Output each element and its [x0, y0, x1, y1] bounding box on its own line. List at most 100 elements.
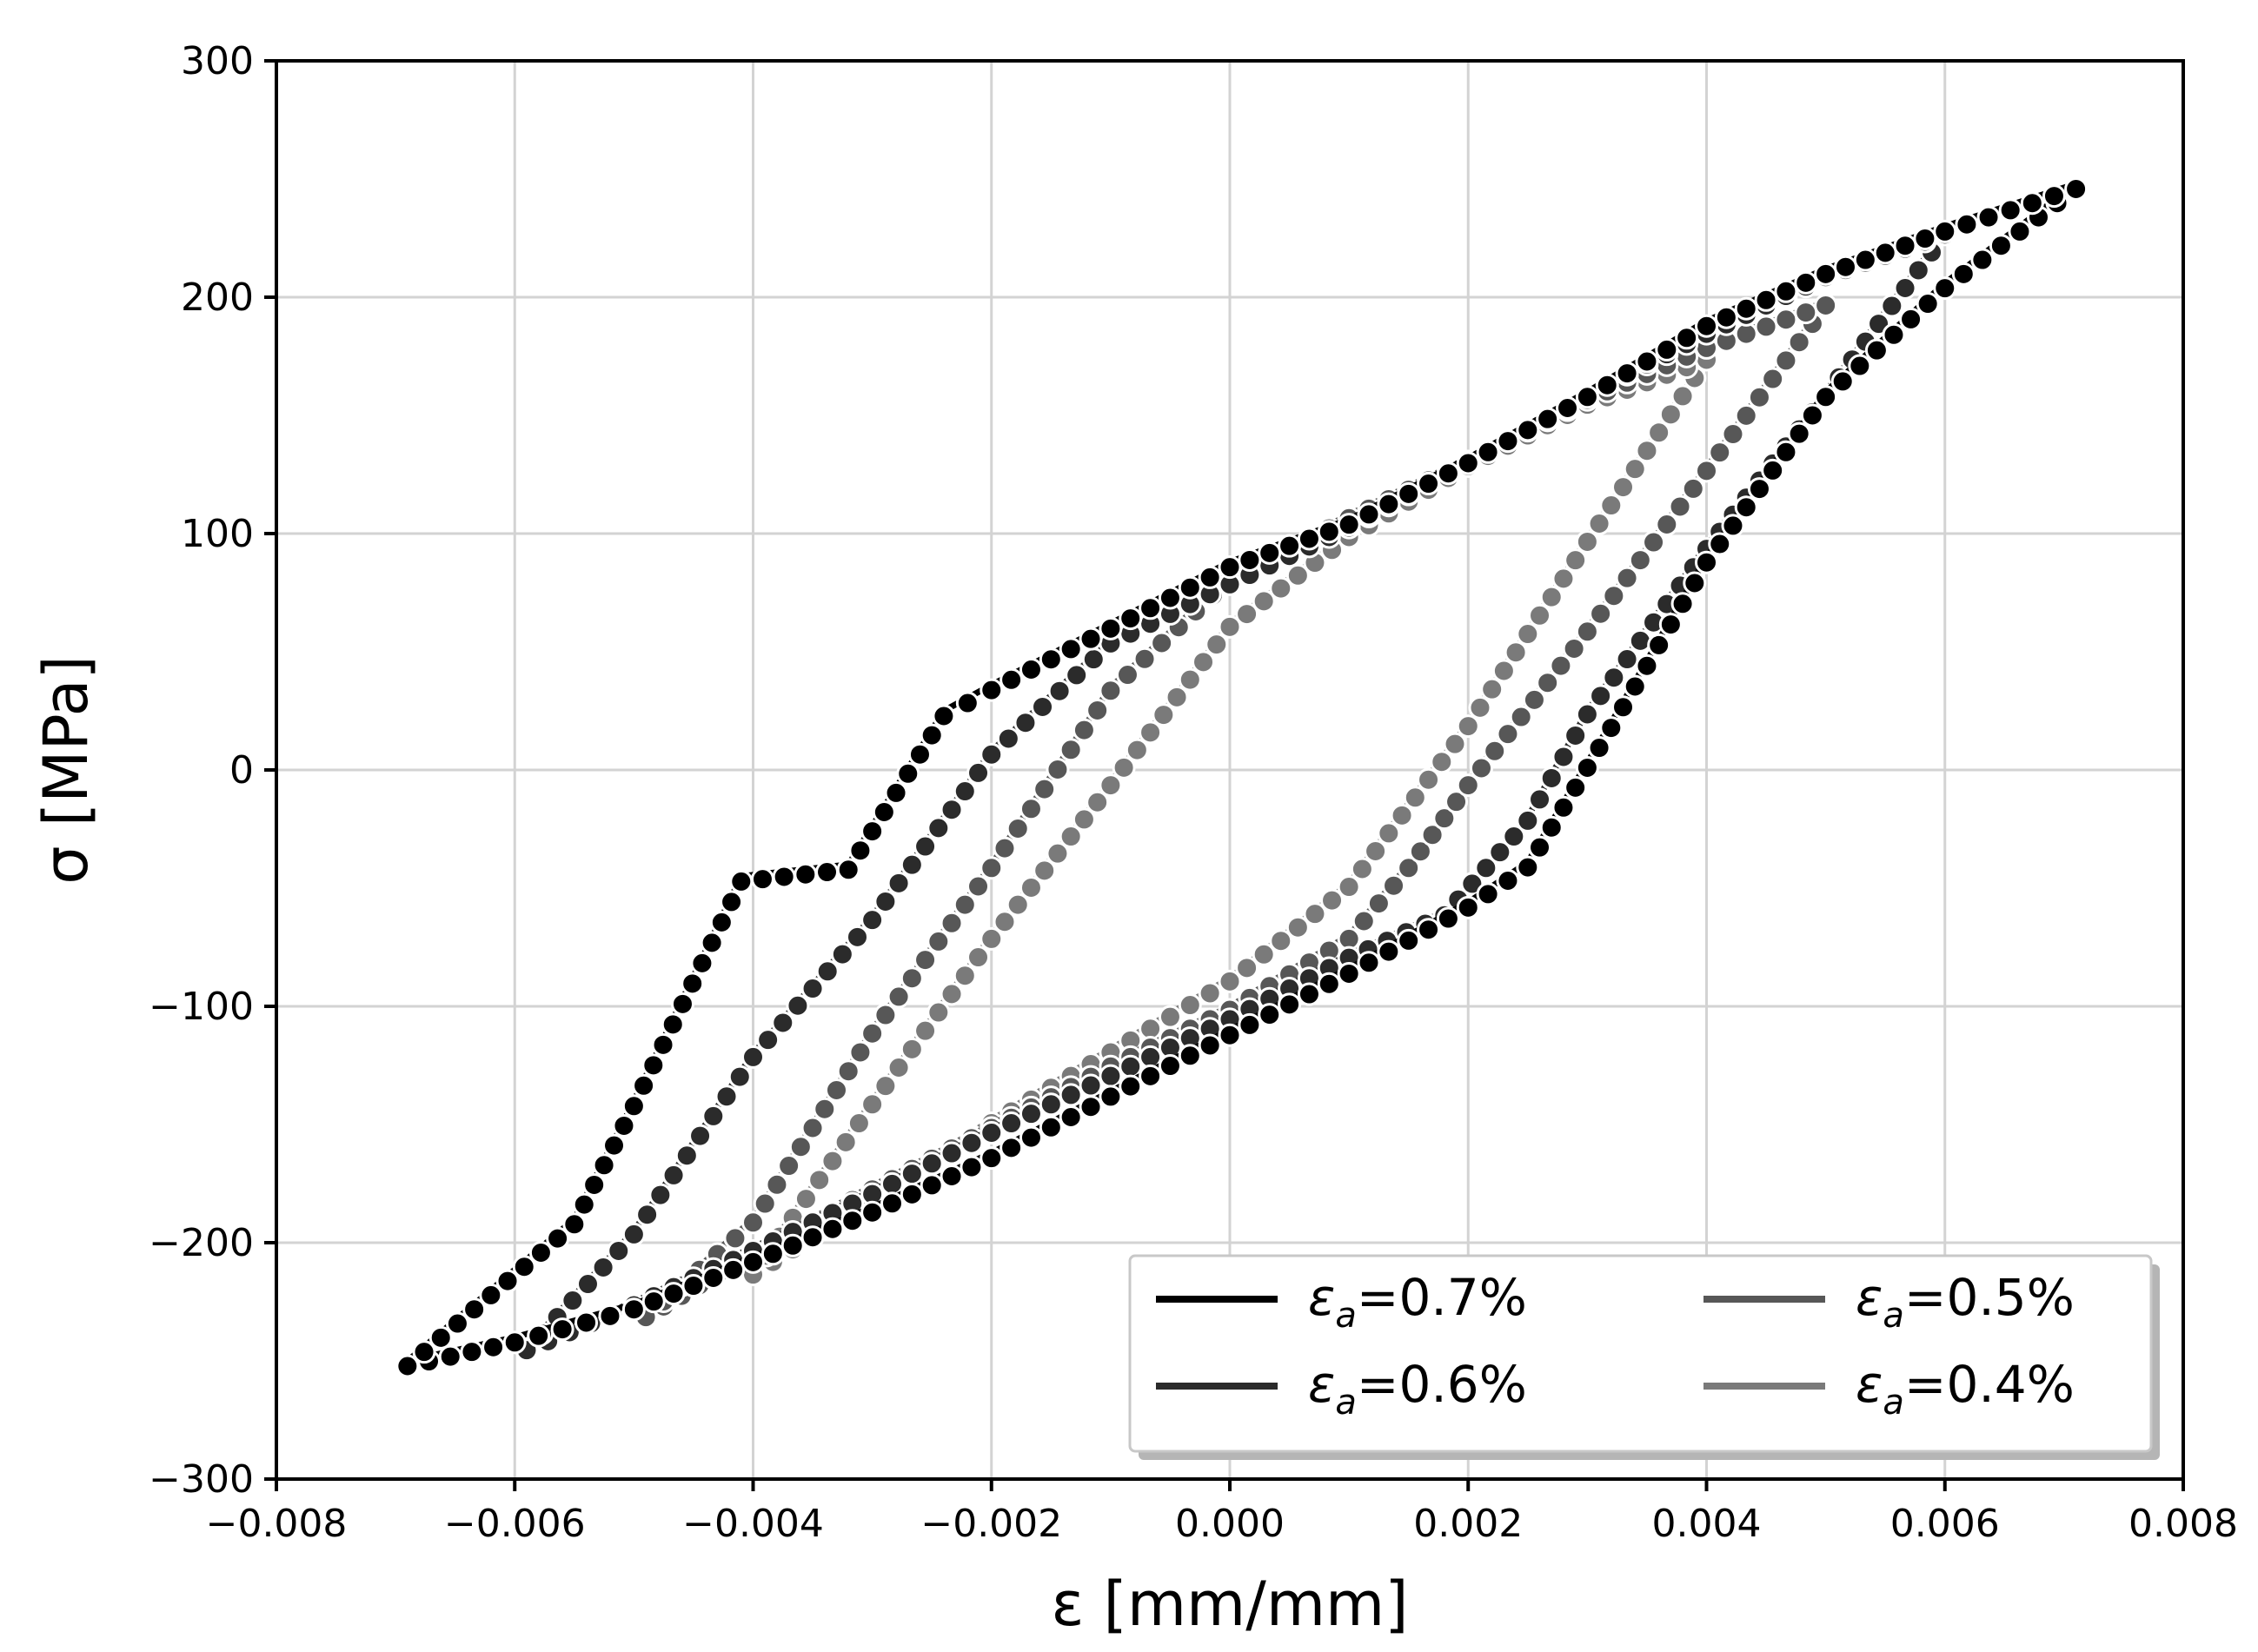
- series-marker: [884, 780, 908, 805]
- series-marker: [1079, 1095, 1103, 1119]
- series-marker: [1536, 407, 1560, 431]
- series-marker: [1444, 790, 1469, 814]
- series-marker: [612, 1113, 636, 1138]
- series-marker: [1258, 541, 1282, 565]
- series-marker: [1474, 856, 1498, 880]
- series-marker: [820, 1217, 845, 1241]
- series-marker: [1019, 1102, 1043, 1126]
- series-marker: [1019, 797, 1043, 821]
- series-marker: [1774, 308, 1798, 332]
- series-marker: [1072, 718, 1096, 742]
- series-marker: [1623, 457, 1647, 481]
- series-marker: [860, 819, 885, 844]
- series-marker: [1443, 732, 1467, 756]
- series-marker: [900, 966, 924, 991]
- series-marker: [1235, 602, 1259, 627]
- series-marker: [1516, 622, 1540, 647]
- series-marker: [621, 1094, 646, 1118]
- series-marker: [887, 1055, 911, 1079]
- series-marker: [438, 1344, 462, 1369]
- series-marker: [561, 1289, 585, 1313]
- series-marker: [1761, 458, 1785, 482]
- series-marker: [794, 1187, 818, 1211]
- series-marker: [574, 1310, 599, 1335]
- series-marker: [1683, 571, 1707, 595]
- legend-entry: εa=0.4%: [1703, 1355, 2075, 1423]
- series-marker: [800, 1116, 825, 1140]
- series-marker: [1218, 1023, 1242, 1047]
- series-marker: [1178, 667, 1202, 692]
- series-marker: [1556, 395, 1580, 420]
- series-marker: [1218, 614, 1242, 639]
- series-marker: [1539, 766, 1564, 790]
- series-marker: [1491, 659, 1516, 683]
- series-marker: [1670, 592, 1695, 616]
- series-marker: [1655, 337, 1679, 362]
- series-marker: [788, 1135, 813, 1159]
- series-marker: [999, 667, 1024, 692]
- series-marker: [1125, 738, 1149, 762]
- series-marker: [1539, 815, 1564, 839]
- series-marker: [1933, 219, 1957, 243]
- series-marker: [940, 982, 964, 1006]
- series-marker: [873, 1074, 898, 1098]
- series-marker: [1285, 563, 1310, 587]
- series-marker: [1754, 288, 1778, 312]
- series-marker: [1377, 492, 1401, 516]
- series-marker: [1714, 305, 1738, 329]
- series-marker: [681, 1274, 706, 1298]
- series-marker: [1549, 654, 1573, 678]
- series-marker: [1615, 566, 1639, 590]
- series-marker: [1814, 293, 1838, 317]
- series-marker: [1238, 1012, 1262, 1037]
- series-marker: [1539, 585, 1564, 609]
- y-tick-label: 0: [229, 748, 254, 793]
- series-marker: [1198, 565, 1222, 589]
- series-marker: [1913, 227, 1937, 251]
- series-marker: [635, 1203, 660, 1227]
- series-marker: [1496, 868, 1520, 892]
- series-marker: [980, 678, 1004, 702]
- y-axis-ticks: −300 −200 −100 0 100 200 300: [149, 39, 276, 1502]
- series-marker: [607, 1238, 631, 1263]
- series-marker: [1158, 586, 1182, 610]
- series-marker: [1152, 703, 1176, 727]
- series-marker: [1432, 806, 1457, 831]
- series-marker: [1364, 839, 1388, 863]
- series-marker: [481, 1335, 506, 1359]
- legend-label: εa=0.4%: [1856, 1355, 2075, 1423]
- series-marker: [833, 1130, 858, 1154]
- series-marker: [1483, 739, 1507, 763]
- series-marker: [1132, 647, 1157, 671]
- series-marker: [1382, 873, 1406, 898]
- series-marker: [1086, 698, 1110, 722]
- series-marker: [1297, 982, 1321, 1006]
- series-marker: [1039, 1115, 1063, 1139]
- series-marker: [1880, 294, 1904, 318]
- series-marker: [980, 1146, 1004, 1171]
- series-marker: [966, 874, 991, 899]
- series-marker: [1516, 808, 1540, 833]
- series-marker: [528, 1240, 553, 1264]
- series-marker: [1046, 757, 1070, 781]
- series-marker: [860, 1200, 885, 1224]
- series-marker: [845, 925, 869, 949]
- series-marker: [1814, 385, 1838, 409]
- series-marker: [840, 1209, 865, 1233]
- series-marker: [1112, 755, 1136, 780]
- series-marker: [836, 858, 860, 882]
- series-marker: [765, 1172, 789, 1197]
- series-marker: [1882, 322, 1906, 347]
- series-marker: [1628, 548, 1652, 573]
- series-marker: [741, 1045, 765, 1069]
- series-marker: [1611, 695, 1636, 720]
- x-tick-label: 0.000: [1175, 1502, 1285, 1546]
- series-marker: [1647, 633, 1671, 657]
- series-marker: [887, 985, 911, 1009]
- series-marker: [1933, 276, 1957, 301]
- series-marker: [495, 1269, 520, 1293]
- x-tick-label: 0.008: [2128, 1502, 2238, 1546]
- series-marker: [1337, 961, 1361, 985]
- series-marker: [1951, 262, 1976, 286]
- series-marker: [1099, 1085, 1123, 1109]
